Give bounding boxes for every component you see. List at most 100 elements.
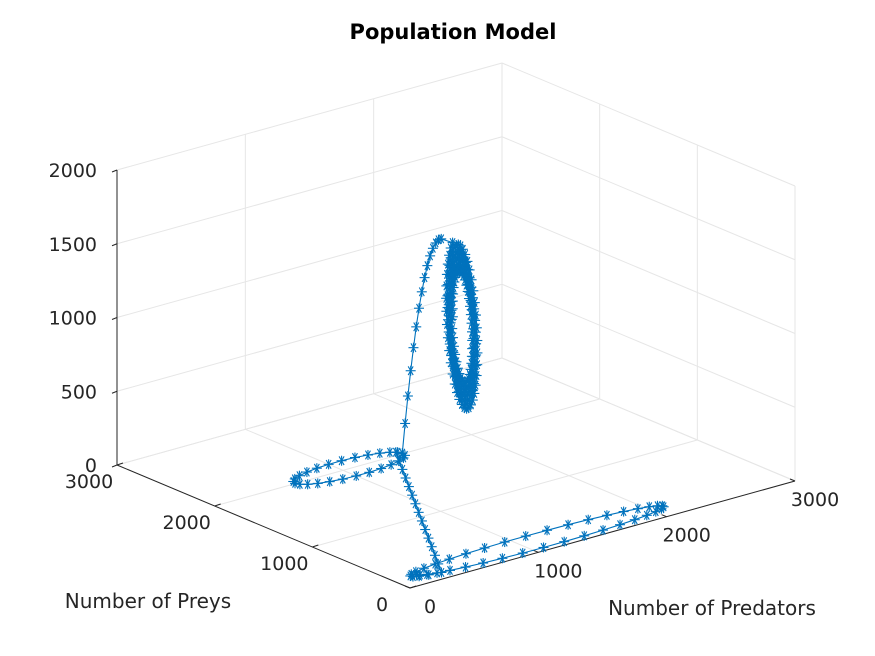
gridline-side-z [501,62,796,187]
data-point-marker [641,510,652,521]
data-point-marker [629,514,640,525]
y-axis-line [116,464,411,589]
data-point-marker [542,525,553,536]
x-tick-label: 2000 [662,525,710,547]
data-point-marker [447,332,458,343]
y-tick [312,544,319,548]
data-point-marker [466,318,477,329]
data-point-marker [420,524,431,535]
data-point-marker [538,542,549,553]
data-point-marker [563,519,574,530]
data-point-marker [416,286,427,297]
data-point-marker [447,323,458,334]
gridline-back-z [116,62,503,171]
data-point-marker [615,519,626,530]
data-point-marker [403,481,414,492]
data-point-marker [312,478,323,489]
data-point-marker [302,479,313,490]
x-tick-label: 1000 [534,560,582,582]
data-point-marker [423,569,434,580]
data-point-marker [478,558,489,569]
data-point-marker [598,525,609,536]
data-point-marker [419,272,430,283]
data-point-marker [465,364,476,375]
z-tick [111,390,118,394]
gridline-back-z [116,136,503,245]
data-point-marker [294,470,305,481]
data-point-marker [364,467,375,478]
x-tick [533,549,539,553]
gridline-floor-x [245,428,539,553]
data-point-marker [583,514,594,525]
y-axis-label: Number of Preys [65,589,231,613]
data-point-marker [579,530,590,541]
x-tick-label: 0 [424,596,436,618]
data-point-marker [418,563,429,574]
data-point-marker [397,464,408,475]
data-point-marker [323,459,334,470]
data-point-marker [414,303,425,314]
gridline-floor-x [373,393,667,518]
gridline-back-z [116,210,503,318]
x-tick-label: 3000 [791,489,839,511]
z-tick-label: 0 [85,455,97,477]
data-point-marker [460,562,471,573]
data-point-marker [464,301,475,312]
data-point-marker [429,550,440,561]
y-tick-label: 0 [376,594,388,616]
data-point-marker [499,537,510,548]
y-tick-label: 1000 [260,553,308,575]
z-tick [111,169,118,173]
data-point-marker [652,500,663,511]
data-point-marker [351,470,362,481]
z-tick-label: 500 [61,381,97,403]
y-tick [116,462,124,466]
y-tick [214,503,221,507]
data-point-marker [447,311,458,322]
gridline-side-z [501,283,796,408]
data-point-marker [411,321,422,332]
data-point-marker [632,503,643,514]
z-tick [111,243,118,247]
data-point-marker [362,449,373,460]
data-point-marker [413,507,424,518]
z-tick-label: 2000 [49,160,97,182]
data-point-marker [559,536,570,547]
gridline-back-z [116,357,503,466]
data-point-marker [301,467,312,478]
data-point-marker [436,567,447,578]
data-point-marker [402,390,413,401]
chart-title: Population Model [350,20,557,44]
data-point-marker [444,554,455,565]
data-point-marker [433,558,444,569]
data-point-marker [400,418,411,429]
data-point-marker [466,326,477,337]
gridline-side-z [501,210,796,334]
data-point-marker [448,341,459,352]
gridline-side-z [501,357,796,482]
y-tick-label: 3000 [65,471,113,493]
data-point-marker [410,498,421,509]
gridline-back-z [116,283,503,392]
x-tick [789,478,796,482]
data-point-marker [336,455,347,466]
data-point-marker [422,260,433,271]
data-point-marker [386,459,397,470]
data-point-marker [393,456,404,467]
gridline-side-z [501,136,796,261]
data-point-marker [374,448,385,459]
z-tick-label: 1000 [49,308,97,330]
data-point-marker [414,571,425,582]
data-point-marker [618,506,629,517]
data-point-marker [407,490,418,501]
data-point-marker [408,342,419,353]
data-point-marker [405,365,416,376]
data-point-marker [460,548,471,559]
z-tick [111,464,118,468]
data-point-marker [423,533,434,544]
data-point-marker [324,476,335,487]
x-tick [661,514,667,518]
data-point-marker [601,510,612,521]
